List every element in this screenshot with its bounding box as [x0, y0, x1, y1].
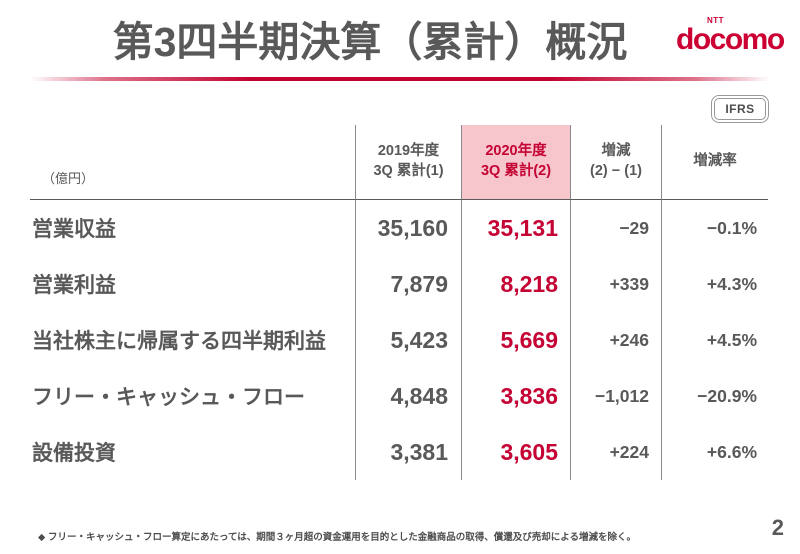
- cell-change-rate: −0.1%: [661, 200, 768, 256]
- col-header-fy2019-line1: 2019年度: [377, 143, 440, 160]
- ntt-wordmark: NTT: [707, 16, 725, 25]
- ifrs-badge-label: IFRS: [714, 98, 766, 120]
- cell-change: +339: [570, 256, 661, 312]
- row-label-free-cash-flow: フリー・キャッシュ・フロー: [32, 386, 305, 409]
- cell-fy2020: 35,131: [461, 200, 570, 256]
- cell-change-rate: +4.5%: [661, 312, 768, 368]
- cell-change: +246: [570, 312, 661, 368]
- docomo-wordmark: docomo: [676, 23, 785, 56]
- cell-fy2019: 5,423: [355, 312, 461, 368]
- row-label-capital-expenditures: 設備投資: [32, 442, 116, 465]
- cell-fy2020: 5,669: [461, 312, 570, 368]
- cell-fy2020: 8,218: [461, 256, 570, 312]
- ifrs-badge: IFRS: [711, 95, 769, 123]
- cell-change-rate: +6.6%: [661, 424, 768, 480]
- unit-label: （億円）: [30, 125, 355, 200]
- red-divider-line: [30, 77, 770, 81]
- col-header-fy2020: 2020年度 3Q 累計(2): [461, 125, 570, 200]
- cell-change-rate: +4.3%: [661, 256, 768, 312]
- row-label-operating-revenues: 営業収益: [32, 218, 116, 241]
- cell-change-rate: −20.9%: [661, 368, 768, 424]
- col-header-change-line2: (2) − (1): [590, 163, 642, 179]
- cell-change: +224: [570, 424, 661, 480]
- row-label-quarterly-profit: 当社株主に帰属する四半期利益: [32, 330, 326, 353]
- cell-fy2019: 7,879: [355, 256, 461, 312]
- cell-fy2019: 35,160: [355, 200, 461, 256]
- cell-change: −29: [570, 200, 661, 256]
- cell-fy2020: 3,605: [461, 424, 570, 480]
- col-header-fy2019-line2: 3Q 累計(1): [373, 163, 444, 179]
- results-table: （億円） 2019年度 3Q 累計(1) 2020年度 3Q 累計(2) 増減 …: [30, 125, 768, 480]
- col-header-change: 増減 (2) − (1): [570, 125, 661, 200]
- col-header-change-rate-line1: 増減率: [693, 153, 737, 170]
- col-header-change-rate: 増減率: [661, 125, 768, 200]
- cell-fy2020: 3,836: [461, 368, 570, 424]
- col-header-change-line1: 増減: [601, 143, 631, 160]
- cell-fy2019: 4,848: [355, 368, 461, 424]
- col-header-fy2020-line2: 3Q 累計(2): [480, 163, 552, 179]
- page-number: 2: [771, 515, 784, 540]
- footnote: ◆ フリー・キャッシュ・フロー算定にあたっては、期間３ヶ月超の資金運用を目的とし…: [38, 532, 636, 543]
- cell-fy2019: 3,381: [355, 424, 461, 480]
- docomo-logo: NTT docomo: [676, 14, 788, 58]
- col-header-fy2020-line1: 2020年度: [485, 143, 547, 160]
- col-header-fy2019: 2019年度 3Q 累計(1): [355, 125, 461, 200]
- row-label-operating-income: 営業利益: [32, 274, 116, 297]
- page-title: 第3四半期決算（累計）概況: [112, 19, 628, 65]
- cell-change: −1,012: [570, 368, 661, 424]
